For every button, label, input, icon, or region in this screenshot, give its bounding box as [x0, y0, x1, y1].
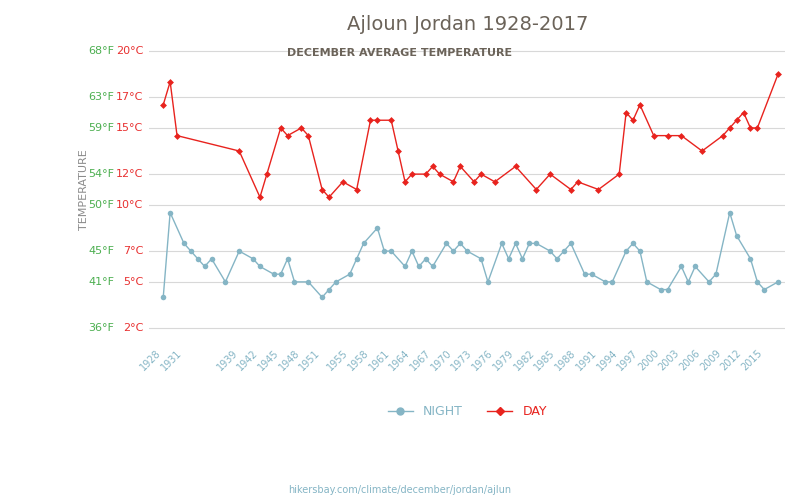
Text: 50°F: 50°F: [89, 200, 114, 210]
Text: 45°F: 45°F: [89, 246, 114, 256]
Text: 59°F: 59°F: [89, 123, 114, 133]
Y-axis label: TEMPERATURE: TEMPERATURE: [79, 149, 89, 230]
Text: 2°C: 2°C: [122, 323, 143, 333]
Text: 10°C: 10°C: [116, 200, 143, 210]
Text: hikersbay.com/climate/december/jordan/ajlun: hikersbay.com/climate/december/jordan/aj…: [289, 485, 511, 495]
Text: 41°F: 41°F: [89, 277, 114, 287]
Text: 5°C: 5°C: [123, 277, 143, 287]
Text: 36°F: 36°F: [89, 323, 114, 333]
Legend: NIGHT, DAY: NIGHT, DAY: [382, 400, 552, 423]
Text: 12°C: 12°C: [116, 169, 143, 179]
Text: 68°F: 68°F: [89, 46, 114, 56]
Text: 20°C: 20°C: [116, 46, 143, 56]
Text: 17°C: 17°C: [116, 92, 143, 102]
Text: 7°C: 7°C: [122, 246, 143, 256]
Title: Ajloun Jordan 1928-2017: Ajloun Jordan 1928-2017: [346, 15, 588, 34]
Text: 54°F: 54°F: [89, 169, 114, 179]
Text: DECEMBER AVERAGE TEMPERATURE: DECEMBER AVERAGE TEMPERATURE: [287, 48, 513, 58]
Text: 63°F: 63°F: [89, 92, 114, 102]
Text: 15°C: 15°C: [116, 123, 143, 133]
